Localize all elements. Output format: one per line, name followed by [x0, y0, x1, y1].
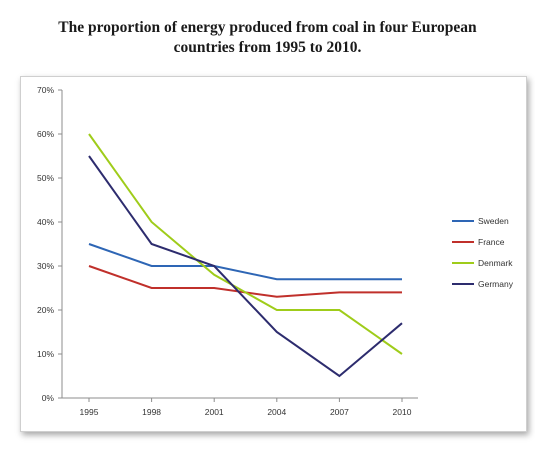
y-tick-label: 20%	[37, 305, 54, 315]
legend-label-denmark: Denmark	[478, 258, 513, 268]
x-tick-label: 1998	[142, 407, 161, 417]
chart-title-line-2: countries from 1995 to 2010.	[173, 39, 362, 56]
chart-title: The proportion of energy produced from c…	[0, 18, 535, 58]
series-line-denmark	[88, 133, 403, 355]
x-tick-label: 2004	[267, 407, 286, 417]
x-tick-label: 1995	[80, 407, 99, 417]
y-tick-label: 50%	[37, 173, 54, 183]
legend-label-sweden: Sweden	[478, 216, 509, 226]
legend-label-germany: Germany	[478, 279, 514, 289]
series-line-germany	[88, 155, 403, 378]
chart-title-line-1: The proportion of energy produced from c…	[58, 19, 477, 36]
y-tick-label: 10%	[37, 349, 54, 359]
y-tick-label: 60%	[37, 129, 54, 139]
x-tick-label: 2010	[393, 407, 412, 417]
x-tick-label: 2007	[330, 407, 349, 417]
legend-label-france: France	[478, 237, 505, 247]
series-line-sweden	[88, 243, 402, 281]
y-tick-label: 0%	[42, 393, 55, 403]
x-tick-label: 2001	[205, 407, 224, 417]
y-tick-label: 40%	[37, 217, 54, 227]
y-tick-label: 70%	[37, 85, 54, 95]
chart-frame	[20, 76, 527, 432]
y-tick-label: 30%	[37, 261, 54, 271]
